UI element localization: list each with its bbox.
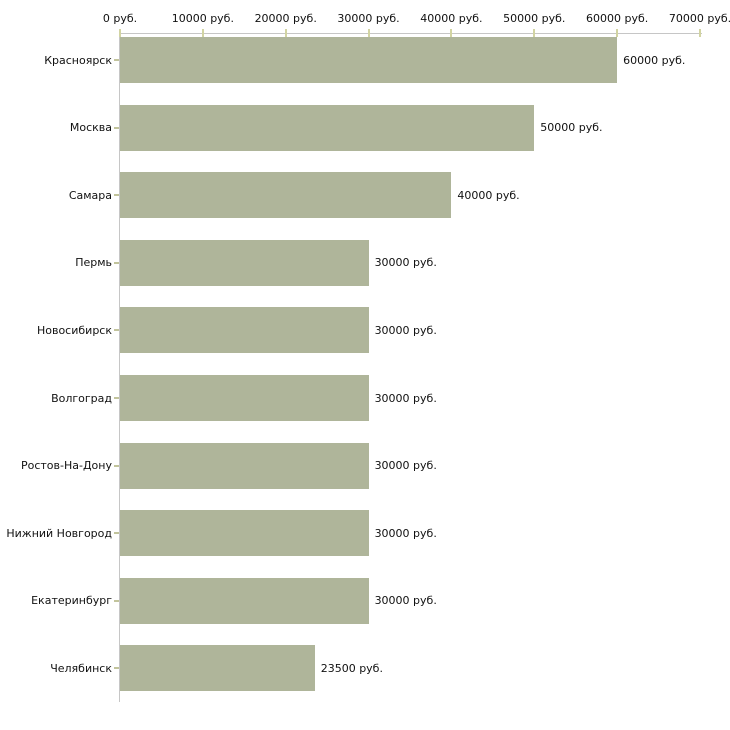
x-axis-tick (119, 29, 121, 37)
y-axis-line (119, 29, 120, 702)
x-axis-tick (284, 29, 287, 37)
category-tick (114, 599, 119, 602)
category-label: Ростов-На-Дону (20, 459, 112, 473)
bar (120, 307, 369, 354)
category-label: Челябинск (50, 661, 112, 675)
bar-value-label: 50000 руб. (540, 121, 603, 135)
category-tick (114, 59, 119, 61)
bar-value-label: 30000 руб. (374, 459, 437, 473)
bar (120, 37, 618, 83)
bar (120, 172, 452, 219)
category-tick (114, 532, 119, 535)
bar-value-label: 23500 руб. (320, 661, 383, 675)
x-axis-tick-label: 60000 руб. (586, 12, 649, 25)
x-axis-tick (699, 29, 701, 37)
bar-value-label: 40000 руб. (457, 188, 520, 202)
x-axis-tick-label: 40000 руб. (420, 12, 483, 25)
x-axis-tick-label: 0 руб. (102, 12, 138, 25)
x-axis-tick-label: 70000 руб. (668, 12, 730, 25)
bar-value-label: 30000 руб. (374, 594, 437, 608)
category-label: Нижний Новгород (6, 526, 112, 540)
category-tick (114, 397, 119, 399)
category-label: Красноярск (44, 53, 112, 67)
bar-value-label: 30000 руб. (374, 256, 437, 270)
x-axis-tick (616, 29, 619, 37)
category-tick (114, 194, 119, 197)
bar (120, 442, 369, 489)
bar (120, 510, 369, 557)
bar (120, 375, 369, 421)
bar (120, 239, 369, 286)
category-tick (114, 329, 119, 332)
bar-value-label: 30000 руб. (374, 323, 437, 337)
x-axis-tick (450, 29, 453, 37)
bar-value-label: 30000 руб. (374, 526, 437, 540)
x-axis-line (119, 33, 702, 34)
x-axis-tick-label: 30000 руб. (337, 12, 400, 25)
bar-value-label: 60000 руб. (623, 53, 686, 67)
bar (120, 645, 315, 692)
category-tick (114, 261, 119, 264)
category-tick (114, 667, 119, 670)
bar-value-label: 30000 руб. (374, 391, 437, 405)
bar (120, 104, 535, 151)
category-label: Новосибирск (36, 323, 112, 337)
category-label: Москва (69, 121, 112, 135)
x-axis-tick (367, 29, 370, 37)
category-label: Пермь (75, 256, 112, 270)
x-axis-tick (201, 29, 204, 37)
category-tick (114, 126, 119, 129)
category-label: Екатеринбург (31, 594, 112, 608)
x-axis-tick-label: 20000 руб. (254, 12, 317, 25)
x-axis-tick-label: 10000 руб. (171, 12, 234, 25)
x-axis-tick (533, 29, 536, 37)
category-label: Волгоград (51, 391, 112, 405)
bar (120, 577, 369, 624)
x-axis-tick-label: 50000 руб. (503, 12, 566, 25)
category-tick (114, 464, 119, 467)
category-label: Самара (68, 188, 112, 202)
